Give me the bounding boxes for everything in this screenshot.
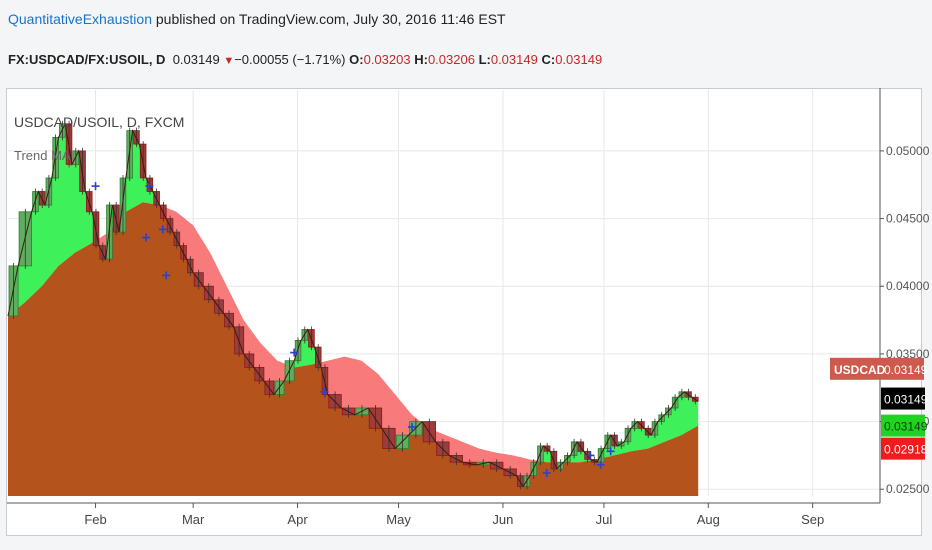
open-label: O: (349, 52, 364, 67)
x-tick-label: Jul (596, 512, 613, 527)
signal-cross-marker (145, 182, 154, 191)
price-line (7, 122, 699, 488)
x-tick-label: Apr (287, 512, 308, 527)
symbol-tag-label: USDCAD (834, 363, 886, 377)
y-tick-label: 0.04000 (886, 279, 930, 293)
symbol-text: FX:USDCAD/FX:USOIL, D (8, 52, 166, 67)
signal-cross-marker (162, 271, 171, 280)
x-tick-label: Mar (182, 512, 205, 527)
symbol-price-tag (830, 357, 924, 380)
down-arrow-icon: ▼ (223, 55, 235, 67)
x-tick-label: Feb (84, 512, 106, 527)
x-tick-label: Aug (697, 512, 720, 527)
signal-cross-marker (142, 233, 151, 242)
signal-cross-marker (408, 422, 417, 431)
signal-cross-marker (91, 182, 100, 191)
signal-cross-marker (606, 447, 615, 456)
y-tick-label: 0.05000 (886, 144, 930, 158)
y-tick-label: 0.03500 (886, 347, 930, 361)
close-label: C: (541, 52, 556, 67)
chart-symbol-legend: USDCAD/USOIL, D, FXCM (14, 114, 185, 130)
y-tick-label: 0.04500 (886, 212, 930, 226)
x-tick-label: Sep (801, 512, 824, 527)
change-text: −0.00055 (−1.71%) (234, 52, 346, 67)
signal-cross-marker (542, 468, 551, 477)
signal-cross-marker (320, 387, 329, 396)
low-value: 0.03149 (490, 52, 538, 67)
author-link[interactable]: QuantitativeExhaustion (8, 11, 152, 27)
low-label: L: (478, 52, 491, 67)
green-tag-value: 0.03149 (884, 420, 928, 434)
x-tick-label: May (386, 512, 411, 527)
red-tag-value: 0.02918 (884, 443, 928, 457)
ohlc-info-bar: FX:USDCAD/FX:USOIL, D 0.03149 ▼−0.00055 … (8, 52, 602, 67)
last-price: 0.03149 (172, 52, 220, 67)
red-price-tag (881, 437, 925, 460)
symbol-tag-value: 0.03149 (884, 363, 928, 377)
y-tick-label: 0.02500 (886, 482, 930, 496)
open-value: 0.03203 (363, 52, 411, 67)
study-legend[interactable]: Trend MA (14, 148, 71, 163)
high-label: H: (414, 52, 428, 67)
signal-cross-marker (596, 460, 605, 469)
high-value: 0.03206 (427, 52, 475, 67)
close-value: 0.03149 (555, 52, 603, 67)
last-price-tag (881, 387, 925, 410)
published-text: published on TradingView.com, July 30, 2… (151, 11, 506, 27)
publication-header: QuantitativeExhaustion published on Trad… (8, 11, 506, 27)
x-tick-label: Jun (492, 512, 513, 527)
signal-cross-marker (158, 225, 167, 234)
trend-ma-area (8, 202, 699, 497)
signal-cross-marker (586, 451, 595, 460)
last-tag-value: 0.03149 (884, 393, 928, 407)
green-price-tag (881, 414, 925, 437)
signal-cross-marker (290, 348, 299, 357)
